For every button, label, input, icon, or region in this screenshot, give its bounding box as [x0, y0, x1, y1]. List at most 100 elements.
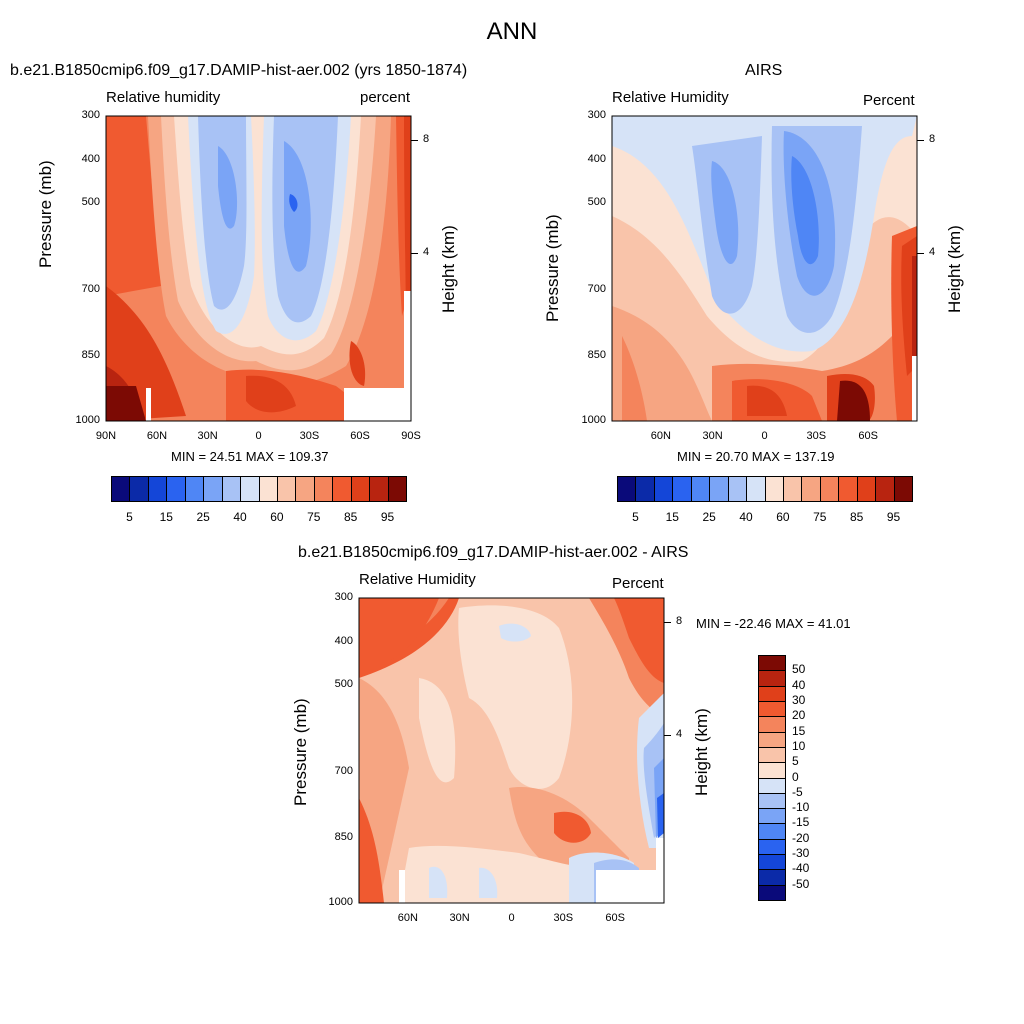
panel1-colorbar-label: 60 [270, 510, 284, 524]
panel2-colorbar-label: 25 [702, 510, 716, 524]
panel1-title: b.e21.B1850cmip6.f09_g17.DAMIP-hist-aer.… [10, 62, 468, 79]
panel2-colorbar-cell [672, 476, 692, 502]
panel1-y-tick-label: 300 [81, 109, 100, 121]
difference-colorbar-cell [758, 869, 786, 886]
panel1-colorbar-label: 95 [380, 510, 395, 524]
panel1-height-tick-mark [411, 253, 418, 255]
panel2-contour-plot [611, 115, 918, 422]
panel2-colorbar-cell [893, 476, 913, 502]
panel2-colorbar-cell [782, 476, 803, 502]
panel2-colorbar-cell [653, 476, 674, 502]
panel2-x-tick-label: 0 [761, 430, 768, 442]
panel3-y-tick-label: 1000 [328, 896, 353, 908]
panel1-colorbar-cell [240, 476, 260, 502]
panel1-colorbar: 5 15 25 40 60 75 85 95 [111, 476, 407, 524]
panel3-y-tick-label: 500 [334, 678, 353, 691]
panel1-colorbar-cell [184, 476, 205, 502]
panel1-x-tick-label: 30S [299, 430, 320, 442]
panel3-y-tick-label: 850 [334, 830, 353, 843]
difference-colorbar-label: -15 [792, 815, 810, 830]
panel2-colorbar-label: 75 [813, 510, 827, 524]
panel1-y2label: Height (km) [439, 225, 458, 313]
panel1-left-label: Relative humidity [106, 89, 221, 106]
difference-colorbar-label: 5 [792, 754, 799, 769]
difference-colorbar-label: -10 [792, 800, 810, 815]
difference-colorbar-cell [758, 762, 786, 779]
panel1-colorbar-cell [313, 476, 334, 502]
panel2-x-tick-label: 60S [858, 430, 878, 442]
panel2-colorbar-cell [709, 476, 729, 502]
panel1-colorbar-cell [166, 476, 186, 502]
panel3-y-tick-label: 400 [334, 634, 353, 647]
panel1-height-tick-label: 4 [423, 246, 430, 259]
panel3-y2label: Height (km) [692, 708, 711, 796]
panel2-colorbar-label: 85 [850, 510, 864, 524]
panel2-y-tick-label: 700 [587, 283, 606, 296]
panel3-x-tick-label: 30N [449, 912, 470, 924]
panel1-x-tick-label: 0 [255, 430, 262, 442]
panel3-stats: MIN = -22.46 MAX = 41.01 [696, 616, 851, 631]
panel2-colorbar-cell [764, 476, 784, 502]
panel1-right-label: percent [360, 89, 411, 106]
panel2-x-tick-label: 60N [650, 430, 671, 442]
panel2-colorbar-cell [801, 476, 821, 502]
difference-colorbar-cell [758, 823, 786, 840]
panel1-colorbar-cell [147, 476, 168, 502]
panel2-colorbar-cell [617, 476, 637, 502]
difference-colorbar: 50 40 30 20 15 10 5 0 -5 -10 -15 -20 -30 -40 -50 [758, 655, 809, 901]
panel2-colorbar-label: 5 [632, 510, 639, 524]
difference-colorbar-label: 30 [792, 692, 806, 707]
difference-colorbar-label: -50 [792, 876, 810, 891]
difference-colorbar-cell [758, 777, 786, 794]
panel3-x-tick-label: 60N [397, 912, 418, 924]
panel1-colorbar-label: 75 [307, 510, 321, 524]
panel1-colorbar-label: 25 [196, 510, 210, 524]
difference-colorbar-cell [758, 746, 786, 764]
panel3-height-tick-mark [664, 735, 671, 737]
panel1-height-tick-mark [411, 140, 418, 142]
panel3-contour-plot [358, 597, 665, 904]
panel1-colorbar-label: 40 [233, 510, 247, 524]
difference-colorbar-label: -30 [792, 846, 810, 861]
panel1-colorbar-label: 85 [344, 510, 358, 524]
panel2-colorbar-cell [746, 476, 766, 502]
panel2-y-tick-label: 400 [587, 152, 606, 165]
panel1-colorbar-label: 15 [159, 510, 173, 524]
panel1-x-tick-label: 60N [146, 430, 168, 442]
difference-colorbar-label: -5 [792, 784, 803, 799]
difference-colorbar-cell [758, 685, 786, 702]
difference-colorbar-cell [758, 716, 786, 733]
panel1-y-tick-label: 850 [81, 348, 100, 361]
panel3-ylabel: Pressure (mb) [291, 698, 310, 806]
panel3-title: b.e21.B1850cmip6.f09_g17.DAMIP-hist-aer.… [298, 544, 689, 561]
panel2-colorbar-label: 40 [739, 510, 753, 524]
panel3-height-tick-label: 4 [676, 728, 683, 741]
panel1-y-tick-label: 500 [81, 196, 100, 209]
panel2-height-tick-mark [917, 253, 924, 255]
panel3-x-tick-label: 60S [605, 912, 625, 924]
panel1-colorbar-cell [387, 476, 407, 502]
difference-colorbar-cell [758, 792, 786, 810]
panel2-colorbar-cell [727, 476, 748, 502]
difference-colorbar-label: 50 [792, 662, 806, 677]
panel1-y-tick-label: 1000 [75, 414, 100, 426]
panel1-colorbar-cell [111, 476, 131, 502]
panel1-y-tick-label: 700 [81, 283, 100, 296]
panel1-colorbar-cell [295, 476, 315, 502]
difference-colorbar-cell [758, 700, 786, 718]
panel2-colorbar-label: 60 [776, 510, 790, 524]
difference-colorbar-cell [758, 884, 786, 901]
panel2-ylabel: Pressure (mb) [543, 214, 562, 322]
difference-colorbar-cell [758, 838, 786, 856]
difference-colorbar-cell [758, 670, 786, 687]
panel2-height-tick-mark [917, 140, 924, 142]
panel1-height-tick-label: 8 [423, 133, 430, 146]
panel2-colorbar-cell [856, 476, 877, 502]
panel1-colorbar-cell [129, 476, 149, 502]
panel2-y-tick-label: 500 [587, 196, 606, 209]
panel1-colorbar-cell [203, 476, 223, 502]
panel2-colorbar: 5 15 25 40 60 75 85 95 [617, 476, 913, 524]
panel2-colorbar-cell [819, 476, 840, 502]
panel3-x-tick-label: 30S [553, 912, 574, 924]
panel2-y-tick-label: 1000 [581, 414, 606, 426]
